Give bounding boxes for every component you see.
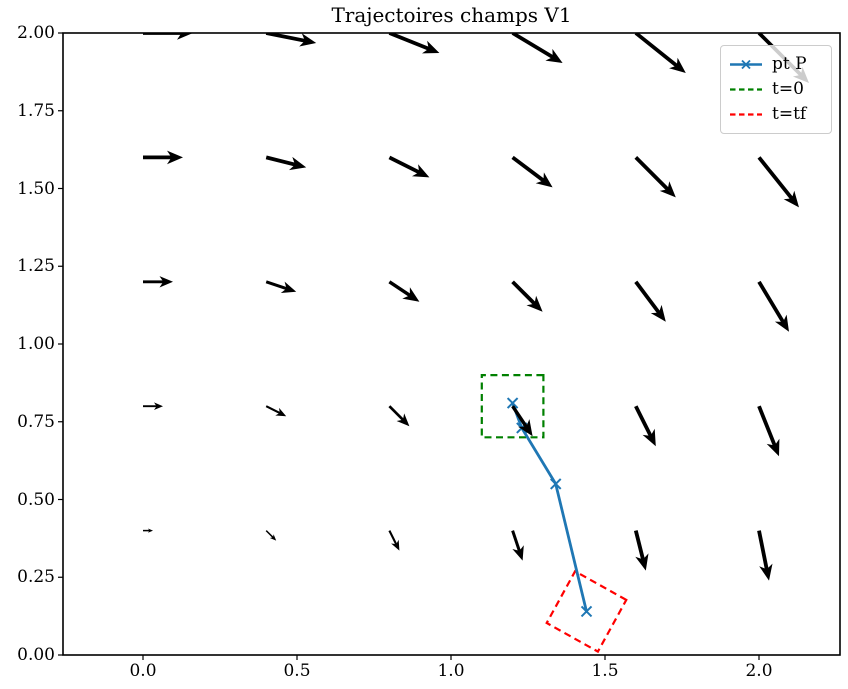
- end-square: [545, 569, 628, 654]
- y-tick-label: 0.00: [17, 645, 55, 665]
- start-square-line-sample-icon: [730, 88, 762, 91]
- quiver-arrow: [633, 530, 649, 571]
- trajectory-line-sample-icon: [730, 59, 762, 70]
- quiver-arrow: [634, 156, 676, 198]
- quiver-arrow: [388, 280, 420, 302]
- y-tick-label: 1.75: [17, 100, 55, 121]
- y-tick-label: 0.25: [17, 567, 55, 588]
- trajectory-marker: [506, 397, 519, 409]
- quiver-arrow: [757, 530, 773, 581]
- start-square: [480, 374, 545, 439]
- end-square-line-sample-icon: [730, 113, 762, 116]
- y-tick-label: 1.00: [17, 334, 55, 354]
- quiver-arrow: [757, 405, 780, 457]
- trajectory-marker: [550, 478, 562, 490]
- legend-label-pt-p: pt P: [772, 54, 807, 74]
- legend-label-ttf: t=tf: [772, 104, 807, 124]
- quiver-arrow: [511, 405, 533, 437]
- y-tick-label: 1.50: [17, 178, 55, 199]
- quiver-arrow: [757, 280, 789, 332]
- quiver-arrow: [265, 405, 287, 417]
- quiver-arrow: [265, 155, 307, 171]
- quiver-arrow: [388, 33, 440, 54]
- quiver-arrow: [265, 33, 317, 47]
- quiver-arrow: [143, 33, 193, 40]
- quiver-arrow: [143, 402, 163, 410]
- trajectory-line: [511, 401, 588, 613]
- quiver-arrow: [634, 405, 656, 447]
- quiver-arrow: [265, 530, 277, 541]
- legend-item-pt-p: pt P: [729, 52, 831, 77]
- plot-area: [143, 33, 809, 654]
- quiver-arrow: [511, 530, 524, 561]
- x-tick-label: 0.0: [129, 661, 157, 681]
- quiver-arrow: [634, 280, 666, 322]
- quiver-arrow: [388, 405, 410, 427]
- x-tick-label: 0.5: [283, 661, 311, 681]
- y-tick-label: 1.25: [17, 256, 55, 277]
- quiver-arrow: [265, 280, 297, 293]
- x-tick-label: 1.0: [437, 661, 465, 681]
- legend-item-t0: t=0: [729, 77, 831, 102]
- y-tick-label: 2.00: [17, 23, 55, 43]
- x-tick-label: 2.0: [745, 661, 773, 681]
- trajectory-marker: [580, 605, 593, 618]
- quiver-arrow: [511, 33, 563, 63]
- quiver-arrow: [143, 150, 183, 165]
- legend-item-ttf: t=tf: [729, 102, 831, 127]
- y-tick-label: 0.50: [17, 489, 55, 510]
- legend: pt P t=0 t=tf: [720, 45, 832, 134]
- quiver-arrow: [757, 156, 799, 208]
- quiver-arrow: [511, 280, 543, 312]
- quiver-arrow: [388, 530, 400, 551]
- x-tick-label: 1.5: [591, 661, 619, 681]
- quiver-arrow: [388, 155, 430, 178]
- chart-title: Trajectoires champs V1: [331, 3, 572, 27]
- quiver-arrow: [511, 155, 553, 188]
- legend-label-t0: t=0: [772, 79, 804, 99]
- quiver-arrow: [634, 33, 686, 73]
- quiver-arrow: [143, 276, 173, 288]
- quiver-arrow: [143, 528, 153, 533]
- y-tick-label: 0.75: [17, 411, 55, 432]
